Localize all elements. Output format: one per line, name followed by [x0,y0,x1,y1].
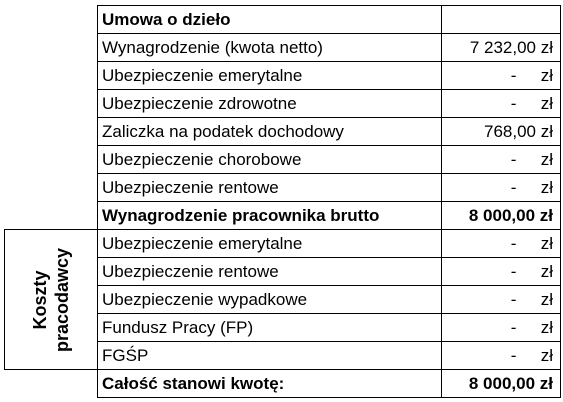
currency-unit: zł [540,262,553,281]
row-value: - zł [442,62,560,90]
total-value: 8 000,00 zł [468,374,553,393]
grid-line [97,33,561,34]
employer-costs-side-label: Koszty pracodawcy [5,230,97,370]
table-title: Umowa o dzieło [102,10,231,29]
employer-row-label: Ubezpieczenie rentowe [102,262,279,281]
dash: - [510,94,517,113]
side-label-line2: pracodawcy [52,247,72,353]
grid-line [4,229,561,230]
dash: - [510,290,517,309]
grid-line [97,341,561,342]
grid-line [97,257,561,258]
grid-line [97,173,561,174]
employer-row-label: FGŚP [102,346,149,365]
row-value: 768,00 zł [484,122,553,141]
dash: - [510,178,517,197]
currency-unit: zł [540,290,553,309]
currency-unit: zł [540,318,553,337]
dash: - [510,346,517,365]
grid-line [97,5,98,398]
side-label-line1: Koszty [30,270,50,330]
grid-line [97,397,561,398]
row-label: Ubezpieczenie chorobowe [102,150,302,169]
employer-row-value: - zł [442,314,560,342]
row-value: 7 232,00 zł [469,38,553,57]
row-value: - zł [442,90,560,118]
grid-line [97,201,561,202]
grid-line [97,145,561,146]
employer-row-value: - zł [442,230,560,258]
total-label: Całość stanowi kwotę: [102,374,285,393]
employer-row-value: - zł [442,342,560,370]
employer-row-value: - zł [442,258,560,286]
row-value: - zł [442,174,560,202]
employer-row-label: Fundusz Pracy (FP) [102,318,254,337]
grid-line [97,285,561,286]
currency-unit: zł [540,234,553,253]
employer-row-value: - zł [442,286,560,314]
currency-unit: zł [540,94,553,113]
grid-line [560,5,561,398]
gross-value: 8 000,00 zł [468,206,553,225]
currency-unit: zł [540,346,553,365]
grid-line [97,5,561,6]
row-label: Ubezpieczenie rentowe [102,178,279,197]
dash: - [510,318,517,337]
currency-unit: zł [540,178,553,197]
grid-line [97,89,561,90]
dash: - [510,66,517,85]
grid-line [4,229,5,370]
row-label: Wynagrodzenie (kwota netto) [102,38,323,57]
dash: - [510,150,517,169]
employer-row-label: Ubezpieczenie wypadkowe [102,290,308,309]
currency-unit: zł [540,150,553,169]
row-label: Zaliczka na podatek dochodowy [102,122,344,141]
dash: - [510,262,517,281]
employer-row-label: Ubezpieczenie emerytalne [102,234,303,253]
grid-line [441,5,442,398]
currency-unit: zł [540,66,553,85]
grid-line [97,313,561,314]
grid-line [97,61,561,62]
row-value: - zł [442,146,560,174]
dash: - [510,234,517,253]
grid-line [4,369,561,370]
gross-label: Wynagrodzenie pracownika brutto [102,206,380,225]
grid-line [97,117,561,118]
row-label: Ubezpieczenie emerytalne [102,66,303,85]
row-label: Ubezpieczenie zdrowotne [102,94,297,113]
